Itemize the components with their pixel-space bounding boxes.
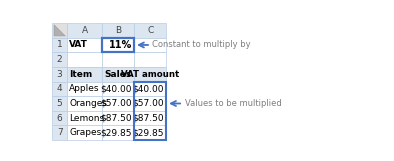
Text: $87.50: $87.50	[100, 114, 132, 123]
Text: 4: 4	[57, 84, 62, 93]
Bar	[67, 82, 102, 96]
Bar	[102, 23, 134, 38]
Text: 6: 6	[57, 114, 63, 123]
Text: C: C	[147, 26, 153, 35]
Text: Lemons: Lemons	[69, 114, 104, 123]
Bar	[134, 67, 166, 82]
Bar	[134, 23, 166, 38]
Text: $40.00: $40.00	[132, 84, 164, 93]
Bar	[102, 67, 134, 82]
Bar	[134, 38, 166, 52]
Bar	[52, 52, 67, 67]
Bar	[52, 96, 67, 111]
Bar	[102, 96, 134, 111]
Text: 5: 5	[57, 99, 63, 108]
Bar	[134, 125, 166, 140]
Text: Constant to multiply by: Constant to multiply by	[152, 40, 251, 49]
Polygon shape	[54, 25, 65, 36]
Text: Item: Item	[69, 70, 93, 79]
Bar	[134, 52, 166, 67]
Text: 3: 3	[57, 70, 63, 79]
Bar	[67, 111, 102, 125]
Text: B: B	[115, 26, 121, 35]
Bar	[67, 23, 102, 38]
Text: Values to be multiplied: Values to be multiplied	[184, 99, 281, 108]
Text: Oranges: Oranges	[69, 99, 108, 108]
Text: Grapes: Grapes	[69, 128, 102, 137]
Text: $29.85: $29.85	[100, 128, 132, 137]
Bar	[67, 38, 102, 52]
Text: A: A	[82, 26, 87, 35]
Text: Sales: Sales	[104, 70, 132, 79]
Bar	[134, 111, 166, 125]
Bar	[52, 23, 67, 38]
Text: 1: 1	[57, 40, 63, 49]
Bar	[67, 67, 102, 82]
Bar	[102, 111, 134, 125]
Bar	[52, 125, 67, 140]
Text: $57.00: $57.00	[100, 99, 132, 108]
Text: $40.00: $40.00	[100, 84, 132, 93]
Bar	[52, 82, 67, 96]
Bar	[102, 38, 134, 52]
Bar	[67, 52, 102, 67]
Bar	[52, 38, 67, 52]
Bar	[134, 82, 166, 96]
Bar	[102, 52, 134, 67]
Text: $57.00: $57.00	[132, 99, 164, 108]
Text: 2: 2	[57, 55, 62, 64]
Text: 11%: 11%	[108, 40, 132, 50]
Bar	[52, 111, 67, 125]
Text: 7: 7	[57, 128, 63, 137]
Bar	[67, 96, 102, 111]
Text: Apples: Apples	[69, 84, 100, 93]
Bar	[102, 38, 134, 52]
Bar	[102, 82, 134, 96]
Text: $29.85: $29.85	[132, 128, 164, 137]
Text: VAT: VAT	[69, 40, 88, 49]
Text: $87.50: $87.50	[132, 114, 164, 123]
Bar	[134, 96, 166, 111]
Bar	[134, 82, 166, 140]
Bar	[102, 125, 134, 140]
Text: VAT amount: VAT amount	[121, 70, 179, 79]
Bar	[52, 67, 67, 82]
Bar	[67, 125, 102, 140]
